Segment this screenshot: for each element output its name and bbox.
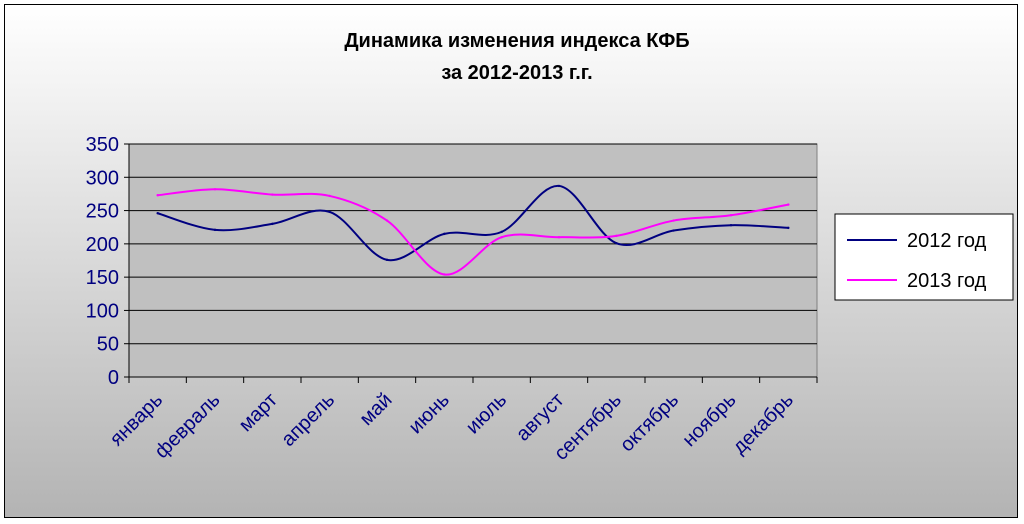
chart-svg: Динамика изменения индекса КФБ за 2012-2… bbox=[5, 5, 1017, 517]
y-tick-label: 250 bbox=[86, 201, 119, 223]
series-point-2 bbox=[729, 214, 733, 217]
series-point-1 bbox=[328, 210, 331, 214]
series-line-2 bbox=[157, 188, 789, 276]
chart-title: Динамика изменения индекса КФБ bbox=[344, 30, 689, 52]
series-point-2 bbox=[385, 219, 389, 222]
series-point-1 bbox=[271, 222, 274, 226]
legend-box bbox=[834, 213, 1014, 301]
series-point-1 bbox=[443, 232, 446, 236]
y-tick-label: 0 bbox=[108, 367, 119, 389]
series-point-1 bbox=[557, 184, 561, 188]
series-point-2 bbox=[443, 273, 446, 276]
y-tick-label: 350 bbox=[86, 134, 119, 156]
series-point-2 bbox=[557, 236, 561, 239]
y-tick-label: 150 bbox=[86, 267, 119, 289]
series-point-2 bbox=[213, 188, 217, 191]
series-point-2 bbox=[271, 193, 274, 196]
y-tick-label: 300 bbox=[86, 167, 119, 189]
legend: 2012 год 2013 год bbox=[834, 213, 1014, 301]
series-point-1 bbox=[385, 258, 389, 262]
chart-subtitle: за 2012-2013 г.г. bbox=[441, 62, 592, 84]
y-tick-label: 50 bbox=[97, 334, 119, 356]
series-point-2 bbox=[500, 236, 503, 239]
series-point-1 bbox=[500, 230, 503, 234]
series-point-2 bbox=[672, 219, 675, 222]
chart-frame: Динамика изменения индекса КФБ за 2012-2… bbox=[4, 4, 1018, 518]
y-tick-label: 200 bbox=[86, 234, 119, 256]
series-point-2 bbox=[328, 194, 331, 198]
series-point-1 bbox=[729, 224, 733, 227]
series-point-1 bbox=[156, 212, 159, 215]
legend-label-2: 2013 год bbox=[907, 270, 987, 292]
y-tick-label: 100 bbox=[86, 300, 119, 322]
series-point-2 bbox=[156, 194, 159, 197]
series-point-1 bbox=[615, 241, 618, 245]
series-point-1 bbox=[213, 228, 217, 232]
series-point-1 bbox=[787, 226, 790, 230]
series-point-1 bbox=[672, 229, 675, 232]
series-point-2 bbox=[615, 234, 618, 238]
legend-label-1: 2012 год bbox=[907, 230, 987, 252]
series-point-2 bbox=[787, 203, 790, 206]
